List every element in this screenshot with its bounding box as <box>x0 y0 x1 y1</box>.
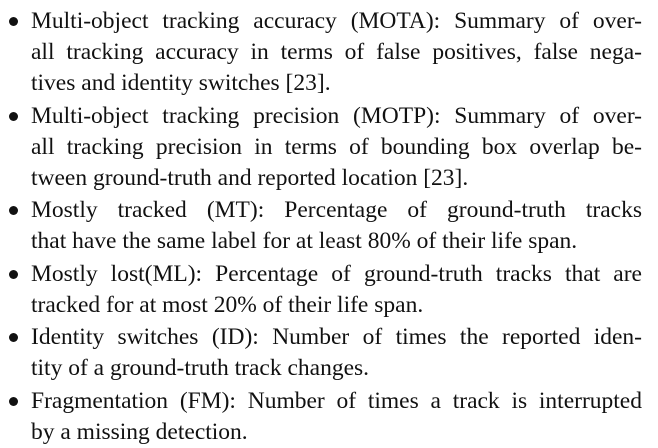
bullet <box>9 17 18 26</box>
text-line: Multi-object tracking precision (MOTP): … <box>31 102 642 129</box>
text-line: tives and identity switches [23]. <box>31 70 331 96</box>
text-line: all tracking accuracy in terms of false … <box>31 39 642 65</box>
bullet-item: Mostly tracked (MT): Percentage of groun… <box>0 195 658 257</box>
text-line: Mostly lost(ML): Percentage of ground-tr… <box>31 260 642 287</box>
text-line: by a missing detection. <box>31 418 248 445</box>
bullet <box>9 111 18 121</box>
bullet-item: Fragmentation (FM): Number of times a tr… <box>0 386 658 448</box>
bullet-item: Identity switches (ID): Number of times … <box>0 322 658 384</box>
text-line: that have the same label for at least 80… <box>31 228 578 254</box>
text-line: Multi-object tracking accuracy (MOTA): S… <box>31 8 642 34</box>
bullet-item: Mostly lost(ML): Percentage of ground-tr… <box>0 259 658 321</box>
bullet <box>9 269 18 279</box>
text-line: Fragmentation (FM): Number of times a tr… <box>31 387 642 414</box>
text-line: Identity switches (ID): Number of times … <box>31 324 642 350</box>
bullet <box>9 333 18 342</box>
bullet-item: Multi-object tracking accuracy (MOTA): S… <box>0 6 658 99</box>
text-line: Mostly tracked (MT): Percentage of groun… <box>31 197 642 223</box>
text-line: tween ground-truth and reported location… <box>31 164 469 191</box>
bullet <box>9 396 18 406</box>
bullet <box>9 206 18 215</box>
text-line: tracked for at most 20% of their life sp… <box>31 291 424 318</box>
text-line: tity of a ground-truth track changes. <box>31 355 370 381</box>
bullet-item: Multi-object tracking precision (MOTP): … <box>0 101 658 194</box>
text-line: all tracking precision in terms of bound… <box>31 133 642 160</box>
